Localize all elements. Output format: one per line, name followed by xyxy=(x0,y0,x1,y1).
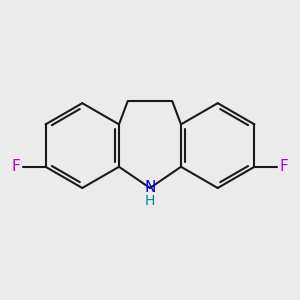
Text: F: F xyxy=(11,159,20,174)
Text: H: H xyxy=(145,194,155,208)
Text: N: N xyxy=(144,181,156,196)
Text: F: F xyxy=(280,159,289,174)
